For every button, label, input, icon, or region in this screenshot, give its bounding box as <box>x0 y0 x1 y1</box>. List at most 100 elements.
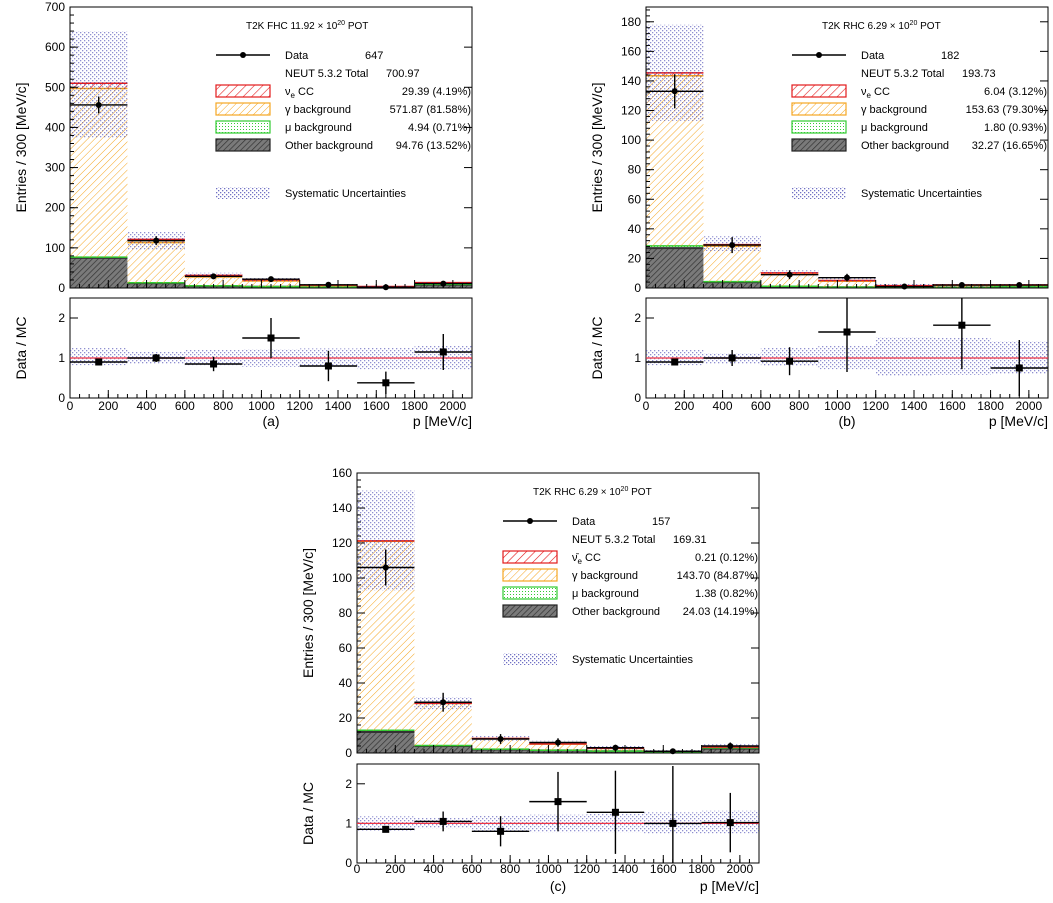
ratio-point <box>210 360 218 368</box>
legend-signal-subscript: e <box>867 91 872 100</box>
legend-gamma-swatch <box>215 102 271 116</box>
y-tick-label: 700 <box>45 0 65 14</box>
y-tick-label: 400 <box>45 120 65 134</box>
legend-signal-label: ν̄e CC <box>572 552 601 566</box>
x-tick-label: 2000 <box>727 862 754 876</box>
y-tick-label: 120 <box>332 536 352 550</box>
y-tick-label: 60 <box>339 641 353 655</box>
legend-signal-symbol: ν̄ <box>572 552 580 564</box>
ratio-y-axis-label: Data / MC <box>300 782 316 845</box>
ratio-tick-label: 0 <box>58 391 65 405</box>
panel-label: (c) <box>550 878 566 894</box>
legend-syst-label: Systematic Uncertainties <box>285 188 407 200</box>
legend-mu-label: μ background <box>861 122 928 134</box>
x-tick-label: 1800 <box>977 399 1004 413</box>
ratio-y-axis-label: Data / MC <box>589 316 605 379</box>
y-tick-label: 20 <box>339 711 353 725</box>
legend-other-value: 32.27 (16.65%) <box>972 140 1047 152</box>
x-tick-label: 1800 <box>401 399 428 413</box>
legend-mu-swatch <box>791 120 847 134</box>
chart-title: T2K RHC 6.29 × 1020 POT <box>822 20 941 32</box>
ratio-point <box>958 321 966 329</box>
legend-total-value: 169.31 <box>673 534 707 546</box>
legend-total-value: 193.73 <box>962 68 996 80</box>
legend-gamma-value: 153.63 (79.30%) <box>966 104 1047 116</box>
ratio-point <box>728 354 736 362</box>
chart-title-exponent: 20 <box>337 20 345 27</box>
y-axis-label: Entries / 300 [MeV/c] <box>13 83 29 213</box>
x-tick-label: 0 <box>643 399 650 413</box>
legend-total-label: NEUT 5.3.2 Total <box>572 534 655 546</box>
legend-signal-rest: CC <box>871 86 890 98</box>
other-background-bar <box>357 732 415 753</box>
ratio-point <box>843 328 851 336</box>
legend-gamma-swatch <box>791 102 847 116</box>
ratio-tick-label: 2 <box>345 777 352 791</box>
legend-signal-swatch <box>502 550 558 564</box>
data-point <box>844 274 850 281</box>
legend-data-label: Data <box>861 50 885 62</box>
ratio-tick-label: 1 <box>345 816 352 830</box>
x-tick-label: 1200 <box>286 399 313 413</box>
legend-other-swatch <box>502 604 558 618</box>
ratio-tick-label: 2 <box>634 311 641 325</box>
x-tick-label: 1400 <box>901 399 928 413</box>
x-tick-label: 400 <box>424 862 444 876</box>
y-tick-label: 160 <box>332 466 352 480</box>
y-tick-label: 0 <box>58 281 65 295</box>
legend-gamma-swatch <box>502 568 558 582</box>
data-point <box>612 744 619 751</box>
y-tick-label: 60 <box>628 192 642 206</box>
legend-mu-label: μ background <box>285 122 352 134</box>
other-background-bar <box>646 248 704 288</box>
legend-mu-value: 1.80 (0.93%) <box>984 122 1047 134</box>
x-tick-label: 0 <box>67 399 74 413</box>
legend-data-value: 647 <box>365 50 383 62</box>
x-tick-label: 400 <box>137 399 157 413</box>
y-tick-label: 180 <box>621 15 641 29</box>
y-tick-label: 140 <box>621 74 641 88</box>
y-tick-label: 160 <box>621 44 641 58</box>
y-tick-label: 40 <box>339 676 353 690</box>
data-point <box>729 242 736 249</box>
data-point <box>497 736 504 742</box>
data-point <box>727 743 734 749</box>
chart-title-text: T2K RHC 6.29 × 10 <box>533 487 621 498</box>
legend-data-label: Data <box>285 50 309 62</box>
legend-mu-swatch <box>215 120 271 134</box>
y-tick-label: 140 <box>332 501 352 515</box>
ratio-point <box>671 358 679 366</box>
x-tick-label: 1600 <box>650 862 677 876</box>
legend-other-label: Other background <box>285 140 373 152</box>
panel-label: (a) <box>262 413 279 429</box>
ratio-point <box>611 808 619 816</box>
legend-signal-swatch <box>215 84 271 98</box>
chart-title-text: T2K RHC 6.29 × 10 <box>822 21 910 32</box>
x-tick-label: 1000 <box>248 399 275 413</box>
legend-gamma-value: 571.87 (81.58%) <box>390 104 471 116</box>
chart-title: T2K FHC 11.92 × 1020 POT <box>246 20 368 32</box>
legend-syst-label: Systematic Uncertainties <box>572 654 694 666</box>
legend-data-marker <box>240 52 246 58</box>
ratio-tick-label: 0 <box>345 856 352 870</box>
y-axis-label: Entries / 300 [MeV/c] <box>300 548 316 678</box>
x-tick-label: 1000 <box>535 862 562 876</box>
x-tick-label: 800 <box>213 399 233 413</box>
legend-syst-swatch <box>503 653 557 665</box>
ratio-tick-label: 0 <box>634 391 641 405</box>
legend-other-label: Other background <box>861 140 949 152</box>
legend-syst-swatch <box>216 187 270 199</box>
ratio-point <box>786 357 794 365</box>
legend-signal-value: 6.04 (3.12%) <box>984 86 1047 98</box>
ratio-point <box>554 798 562 806</box>
y-tick-label: 300 <box>45 161 65 175</box>
legend-total-label: NEUT 5.3.2 Total <box>861 68 944 80</box>
data-point <box>440 699 447 706</box>
ratio-point <box>669 819 677 827</box>
legend-signal-rest: CC <box>295 86 314 98</box>
legend-mu-value: 1.38 (0.82%) <box>695 588 758 600</box>
legend-signal-label: νe CC <box>285 86 314 100</box>
chart-title: T2K RHC 6.29 × 1020 POT <box>533 486 652 498</box>
